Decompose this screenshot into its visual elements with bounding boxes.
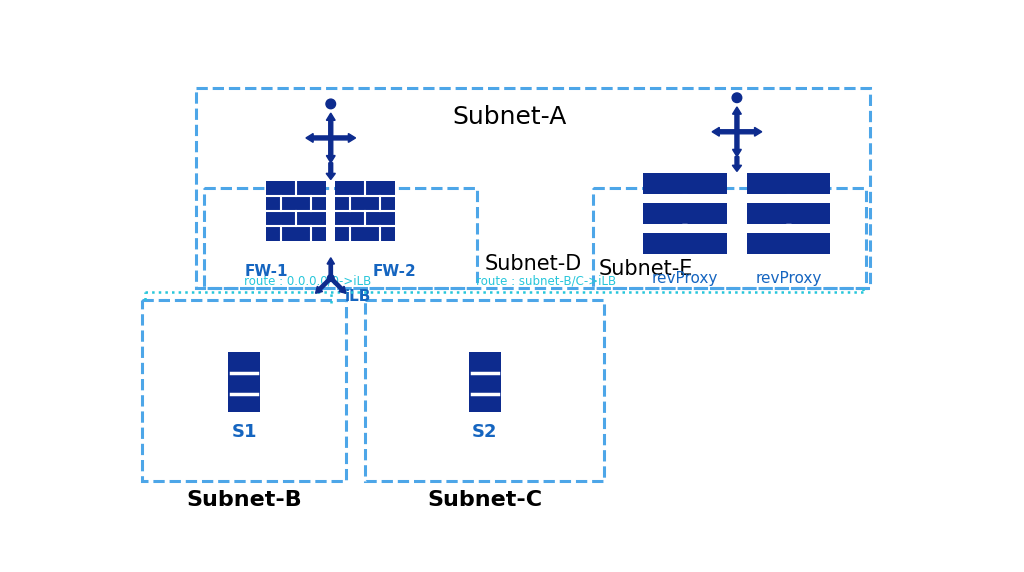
Text: route : 0.0.0.0/0->iLB: route : 0.0.0.0/0->iLB	[244, 275, 372, 287]
FancyArrow shape	[315, 277, 332, 293]
Bar	[266, 181, 326, 241]
FancyArrow shape	[327, 138, 335, 163]
Text: iLB: iLB	[345, 289, 371, 304]
Text: Subnet-C: Subnet-C	[427, 490, 543, 510]
FancyArrow shape	[732, 157, 741, 172]
Circle shape	[328, 275, 334, 281]
Bar	[748, 202, 830, 224]
Text: revProxy: revProxy	[651, 271, 718, 286]
FancyArrow shape	[306, 133, 331, 142]
FancyArrow shape	[331, 133, 355, 142]
Bar	[748, 173, 830, 194]
FancyArrow shape	[326, 163, 336, 180]
Bar	[228, 352, 260, 412]
Circle shape	[732, 93, 741, 102]
FancyArrow shape	[712, 128, 737, 136]
FancyArrow shape	[327, 113, 335, 138]
Bar	[593, 188, 866, 288]
FancyArrow shape	[675, 194, 695, 202]
Text: revProxy: revProxy	[756, 271, 822, 286]
FancyArrow shape	[330, 277, 346, 293]
Bar	[643, 233, 727, 254]
Text: Subnet-A: Subnet-A	[452, 105, 566, 129]
FancyArrow shape	[778, 194, 800, 202]
Circle shape	[326, 99, 336, 109]
Text: Subnet-B: Subnet-B	[186, 490, 302, 510]
Bar	[336, 181, 395, 241]
Text: S2: S2	[472, 423, 498, 441]
Bar	[204, 188, 477, 288]
Text: FW-1: FW-1	[245, 264, 289, 279]
Bar	[366, 300, 604, 480]
Bar	[142, 300, 346, 480]
Bar	[643, 173, 727, 194]
FancyArrow shape	[778, 224, 800, 232]
Text: FW-2: FW-2	[373, 264, 417, 279]
FancyArrow shape	[327, 258, 335, 278]
Text: S1: S1	[231, 423, 257, 441]
Bar	[469, 352, 501, 412]
FancyArrow shape	[737, 128, 762, 136]
FancyArrow shape	[732, 132, 741, 157]
Bar	[748, 233, 830, 254]
Bar	[196, 88, 869, 288]
Text: Subnet-D: Subnet-D	[484, 254, 582, 274]
Bar	[643, 202, 727, 224]
FancyArrow shape	[675, 224, 695, 232]
FancyArrow shape	[732, 107, 741, 132]
Text: route : subnet-B/C->iLB: route : subnet-B/C->iLB	[476, 275, 616, 287]
Text: Subnet-E: Subnet-E	[599, 259, 693, 279]
